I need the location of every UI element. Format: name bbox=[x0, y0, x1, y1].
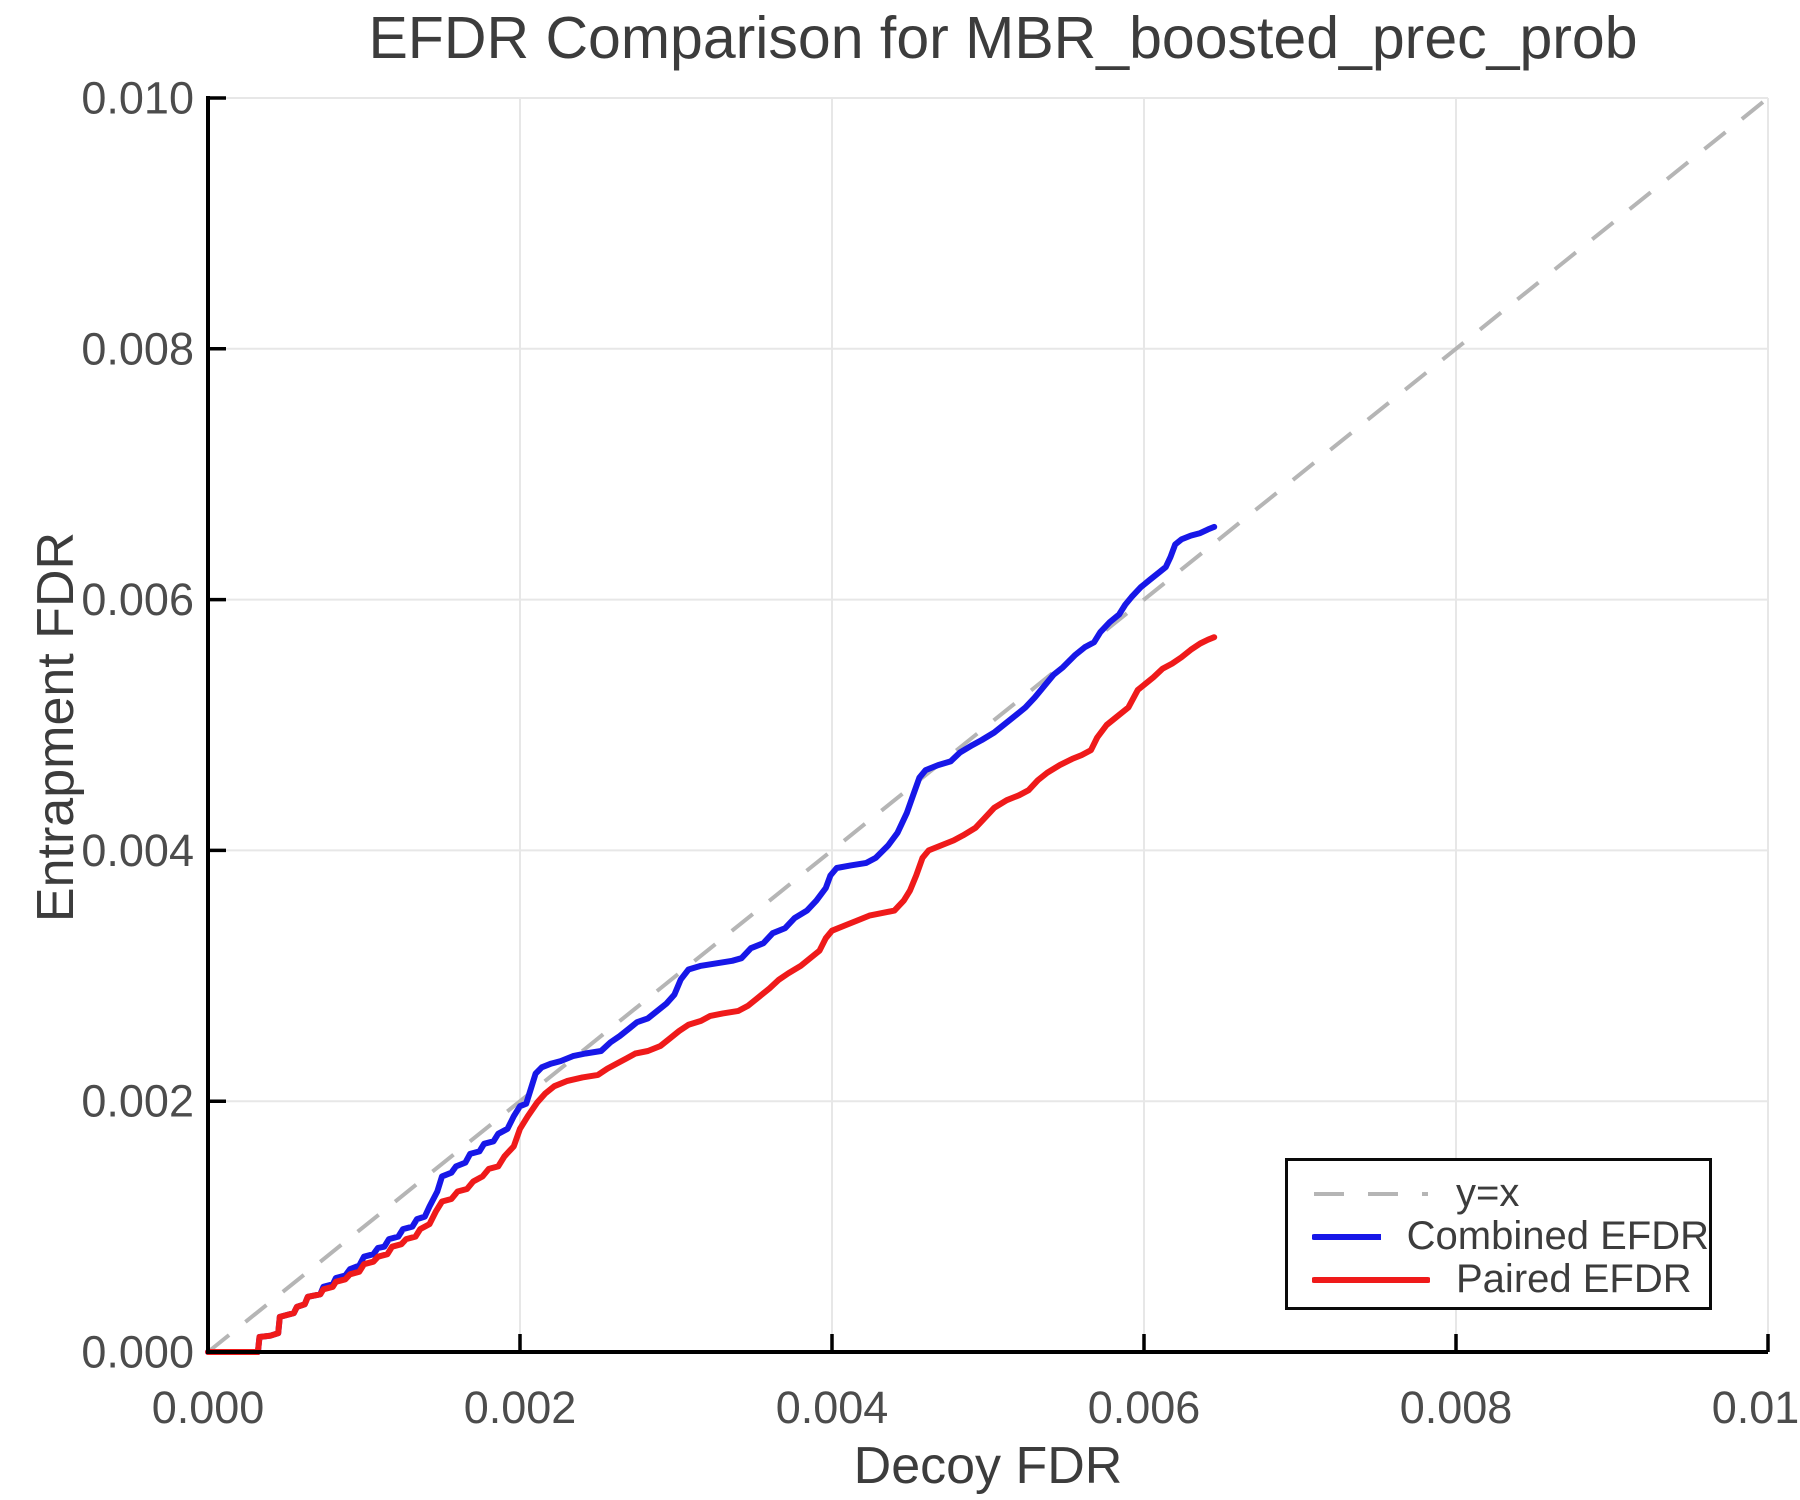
y-axis-label: Entrapment FDR bbox=[27, 531, 85, 923]
y-tick-label: 0.000 bbox=[81, 1327, 194, 1378]
x-tick-label: 0.010 bbox=[1712, 1382, 1800, 1433]
legend-item: Combined EFDR bbox=[1312, 1214, 1709, 1258]
x-axis-label: Decoy FDR bbox=[853, 1437, 1123, 1495]
legend-line-sample-icon bbox=[1312, 1276, 1430, 1283]
series-line-combined-efdr bbox=[205, 523, 1218, 1355]
y-tick-label: 0.004 bbox=[81, 825, 194, 876]
legend-label: y=x bbox=[1456, 1171, 1520, 1215]
x-tick-label: 0.002 bbox=[464, 1382, 577, 1433]
legend-label: Combined EFDR bbox=[1406, 1214, 1709, 1258]
legend-item: Paired EFDR bbox=[1312, 1257, 1709, 1301]
legend-line-sample-icon bbox=[1312, 1233, 1381, 1240]
chart-title: EFDR Comparison for MBR_boosted_prec_pro… bbox=[368, 5, 1638, 71]
legend-line-sample-icon bbox=[1314, 1191, 1428, 1196]
legend-item: y=x bbox=[1312, 1171, 1709, 1215]
x-tick-label: 0.004 bbox=[776, 1382, 889, 1433]
y-tick-label: 0.008 bbox=[81, 323, 194, 374]
legend-label: Paired EFDR bbox=[1456, 1257, 1692, 1301]
legend: y=x Combined EFDR Paired EFDR bbox=[1285, 1158, 1712, 1310]
y-tick-label: 0.010 bbox=[81, 73, 194, 124]
x-tick-label: 0.006 bbox=[1088, 1382, 1201, 1433]
y-tick-label: 0.002 bbox=[81, 1076, 194, 1127]
x-tick-label: 0.000 bbox=[152, 1382, 265, 1433]
y-tick-label: 0.006 bbox=[81, 574, 194, 625]
x-tick-label: 0.008 bbox=[1400, 1382, 1513, 1433]
series-line-paired-efdr bbox=[205, 634, 1218, 1355]
